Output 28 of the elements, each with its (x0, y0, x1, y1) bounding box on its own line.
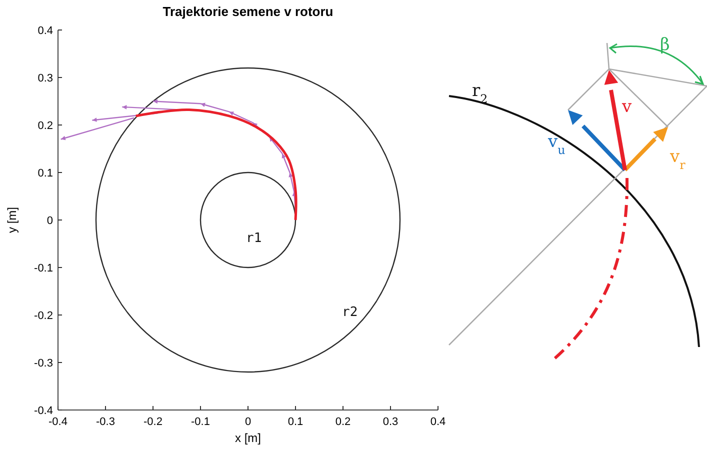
x-tick-label: 0.3 (382, 416, 398, 428)
x-tick-label: 0.2 (335, 416, 351, 428)
x-tick-label: -0.1 (191, 416, 210, 428)
text: v$_{r}$ (669, 147, 686, 172)
y-tick-label: 0.2 (38, 120, 53, 132)
line-series (134, 108, 298, 222)
annotation: r2 (342, 305, 358, 320)
x-axis-title: x [m] (235, 431, 261, 445)
x-tick-label: 0.4 (430, 416, 446, 428)
y-tick-label: -0.4 (34, 405, 53, 417)
x-tick-label: -0.3 (96, 416, 115, 428)
x-tick-label: -0.4 (48, 416, 68, 428)
annotation: r1 (246, 231, 262, 246)
y-tick-label: -0.1 (34, 262, 53, 274)
text: v (621, 97, 632, 117)
text: v$_{u}$ (547, 132, 566, 157)
y-tick-label: -0.3 (34, 358, 53, 370)
chart-title: Trajektorie semene v rotoru (162, 4, 334, 19)
x-tick-label: 0 (244, 416, 252, 428)
y-axis-title: y [m] (5, 207, 19, 233)
x-tick-label: 0.1 (288, 416, 304, 428)
y-tick-label: -0.2 (34, 310, 53, 322)
y-tick-label: 0.4 (38, 25, 53, 37)
y-tick-label: 0 (46, 215, 53, 227)
y-tick-label: 0.3 (38, 72, 53, 84)
text: β (660, 35, 670, 55)
x-tick-label: -0.2 (144, 416, 162, 428)
y-tick-label: 0.1 (38, 168, 53, 180)
